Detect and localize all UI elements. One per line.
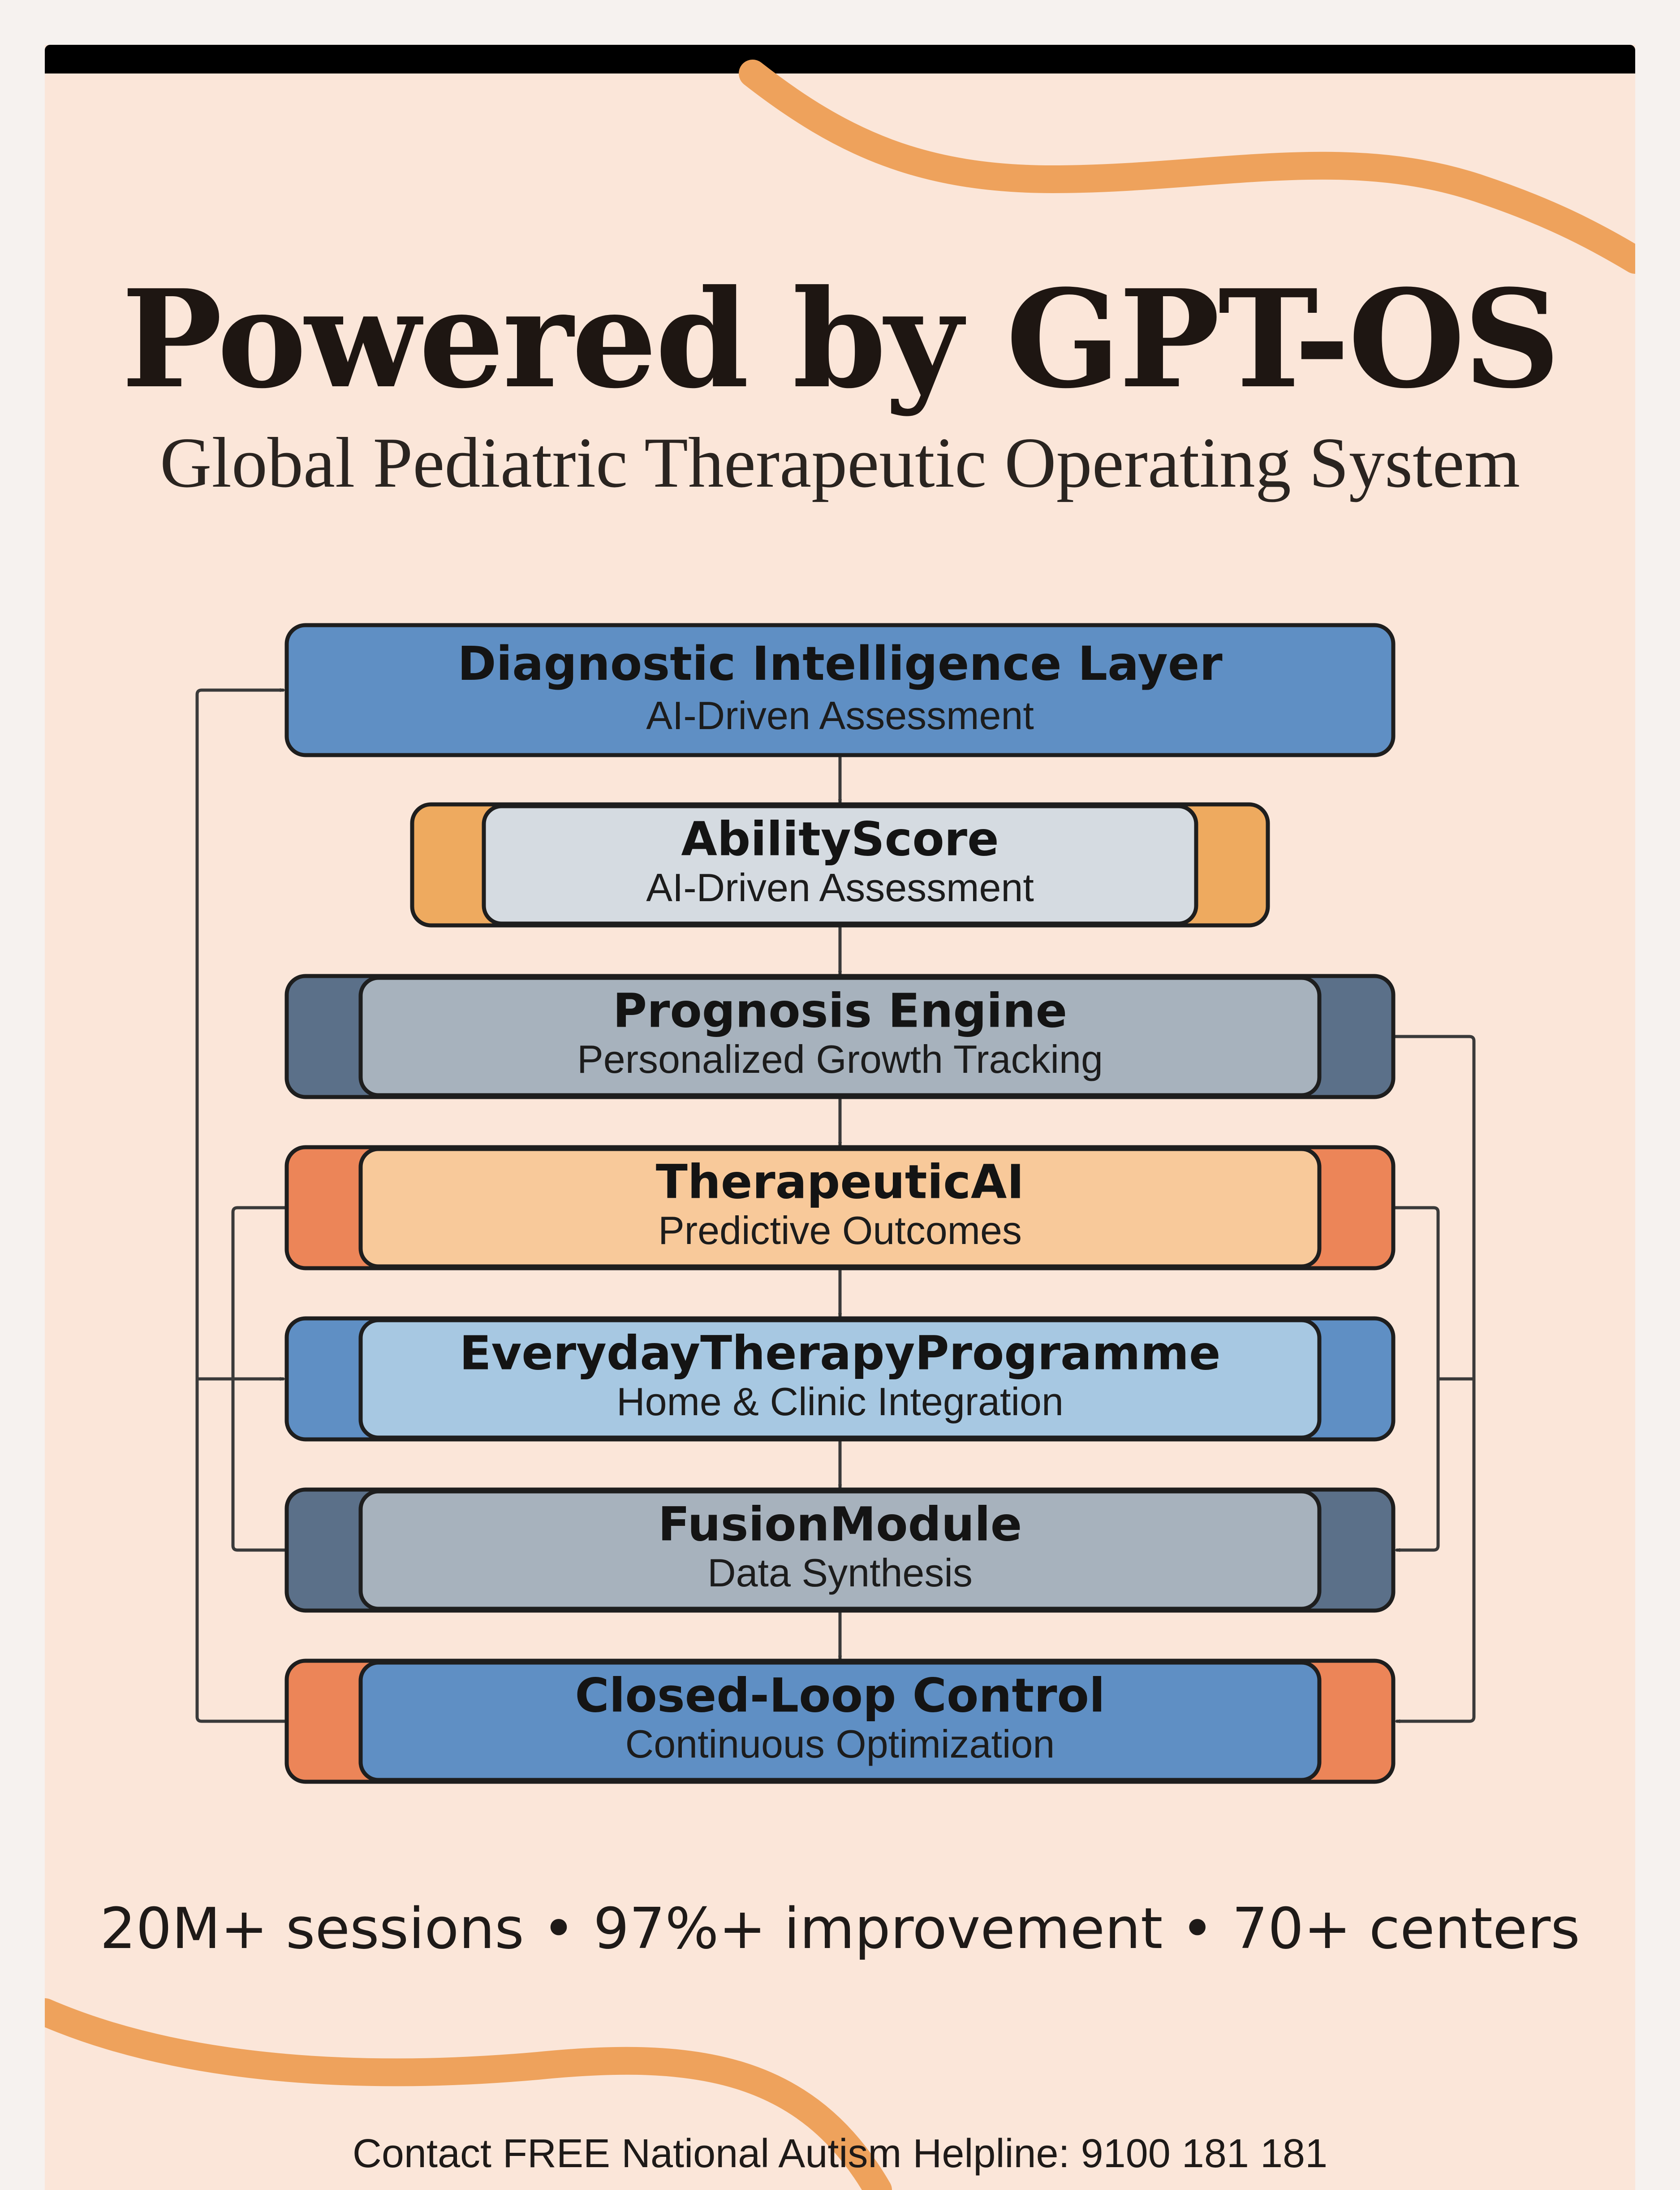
layer-subtitle: Home & Clinic Integration	[616, 1379, 1064, 1424]
layer-subtitle: Personalized Growth Tracking	[577, 1037, 1103, 1081]
layer-inner-box	[358, 1147, 1322, 1269]
layer-inner-box	[358, 1489, 1322, 1611]
layer-title: Prognosis Engine	[613, 983, 1067, 1038]
layer-title: Diagnostic Intelligence Layer	[457, 636, 1222, 691]
contact-helpline: Contact FREE National Autism Helpline: 9…	[352, 2131, 1328, 2176]
decorative-swirls	[45, 60, 1635, 2190]
layer-subtitle: Predictive Outcomes	[658, 1208, 1022, 1253]
poster: Powered by GPT-OS Global Pediatric Thera…	[45, 45, 1635, 2190]
page-subtitle: Global Pediatric Therapeutic Operating S…	[159, 423, 1521, 502]
layer-title: TherapeuticAI	[656, 1154, 1024, 1209]
layer-inner-box	[358, 1660, 1322, 1782]
feedback-loop-right-inner	[1391, 1206, 1440, 1550]
page-title: Powered by GPT-OS	[121, 260, 1560, 418]
layer-title: EverydayTherapyProgramme	[459, 1326, 1220, 1380]
layer-title: Closed-Loop Control	[575, 1668, 1105, 1723]
layer-subtitle: Continuous Optimization	[625, 1722, 1055, 1766]
top-swirl	[739, 60, 1635, 274]
stats-line: 20M+ sessions • 97%+ improvement • 70+ c…	[100, 1896, 1580, 1961]
feedback-loop-left-outer	[195, 690, 289, 1723]
bottom-swirl	[45, 1998, 892, 2190]
feedback-loop-left-inner	[231, 1206, 289, 1552]
layer-outer-box	[284, 623, 1396, 757]
top-bar	[45, 45, 1635, 73]
layer-title: AbilityScore	[681, 812, 999, 866]
layer-subtitle: AI-Driven Assessment	[646, 693, 1034, 738]
flow-connectors	[195, 690, 1476, 1723]
layer-title: FusionModule	[658, 1497, 1022, 1551]
layer-subtitle: Data Synthesis	[707, 1551, 973, 1595]
layer-subtitle: AI-Driven Assessment	[646, 865, 1034, 910]
layer-inner-box	[482, 804, 1198, 926]
layer-inner-box	[358, 976, 1322, 1097]
layer-inner-box	[358, 1318, 1322, 1440]
